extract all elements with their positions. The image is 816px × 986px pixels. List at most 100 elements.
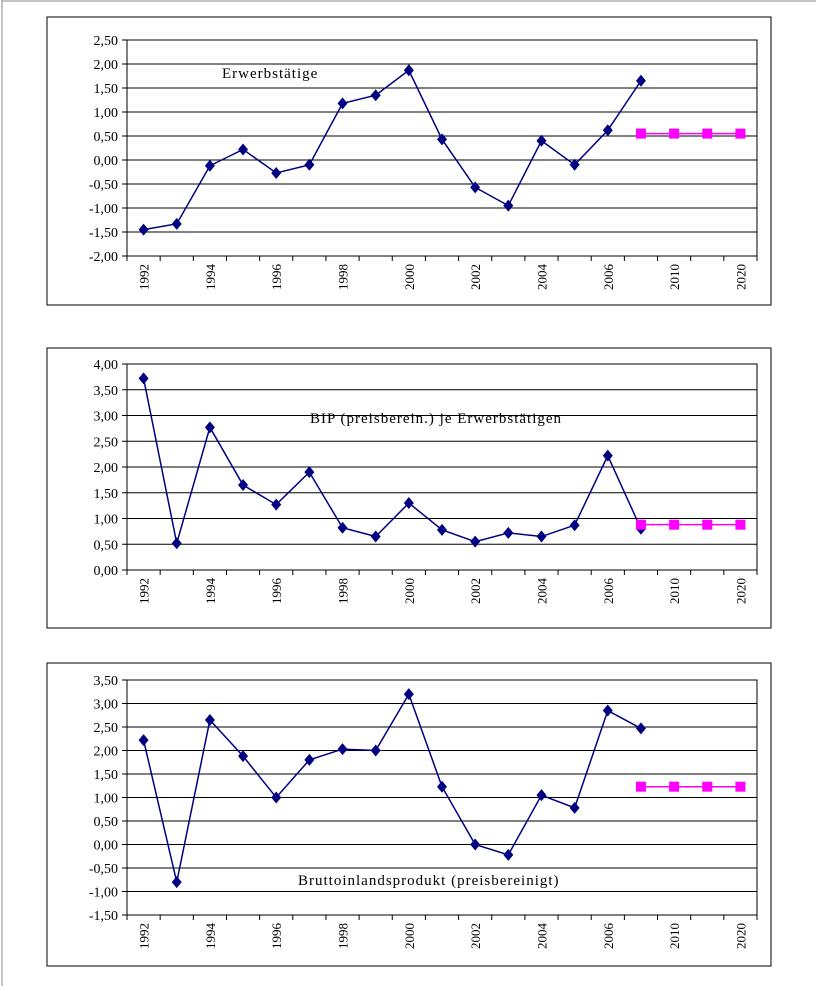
marker [635,781,646,792]
y-tick-label: 1,50 [94,487,119,502]
marker [735,781,746,792]
marker [204,713,215,726]
marker [536,789,547,802]
chart-frame [46,662,772,967]
x-tick-label: 2006 [601,264,616,291]
marker [171,217,182,230]
y-tick-label: 1,50 [94,82,119,97]
marker [569,519,580,532]
marker [304,466,315,479]
series-line [143,69,642,231]
y-tick-label: 0,00 [94,564,119,579]
x-tick-label: 2010 [667,578,682,604]
x-tick-label: 2020 [733,264,748,290]
marker [503,526,514,539]
x-tick-label: 1992 [137,264,152,290]
y-tick-label: 0,50 [94,815,119,830]
marker [138,734,149,747]
y-tick-label: 0,00 [94,154,119,169]
y-tick-label: 4,00 [94,358,119,373]
marker [669,128,680,139]
y-tick-label: 2,50 [94,721,119,736]
x-tick-label: 2006 [601,578,616,605]
plot-border [126,39,758,257]
y-tick-label: 0,50 [94,538,119,553]
x-tick-label: 2010 [667,264,682,290]
marker [669,781,680,792]
marker [370,530,381,543]
marker [735,128,746,139]
marker [503,199,514,212]
marker [304,753,315,766]
marker [536,134,547,147]
y-tick-label: 1,00 [94,106,119,121]
marker [735,519,746,530]
marker [702,128,713,139]
x-tick-label: 2020 [733,923,748,949]
marker [669,519,680,530]
x-tick-label: 1996 [269,264,284,291]
y-tick-label: -1,00 [89,202,118,217]
marker [536,530,547,543]
marker [238,143,249,156]
marker [635,74,646,87]
x-tick-label: 2002 [468,264,483,290]
x-tick-label: 2000 [402,923,417,949]
marker [437,523,447,536]
series-line [142,692,642,883]
marker [702,519,713,530]
annotation: Erwerbstätige [222,66,318,82]
x-tick-label: 2002 [468,923,483,949]
chart-frame [46,347,772,629]
marker [204,421,215,434]
marker [635,519,646,530]
marker [702,781,713,792]
x-tick-label: 1994 [203,264,218,291]
x-tick-label: 2004 [534,923,549,950]
marker [437,780,447,793]
marker [403,688,414,701]
marker [569,801,580,814]
marker [437,133,447,146]
x-tick-label: 1992 [137,923,152,949]
chart-frame [46,16,772,306]
marker [204,159,215,172]
y-tick-label: 2,50 [94,435,119,450]
marker [271,498,282,511]
y-tick-label: 1,00 [94,792,119,807]
marker [238,479,249,492]
x-tick-label: 2010 [667,923,682,949]
marker [470,181,481,194]
y-tick-label: 2,00 [94,745,119,760]
annotation: BIP (preisberein.) je Erwerbstätigen [310,411,562,427]
y-tick-label: 0,00 [94,839,119,854]
marker [304,158,315,171]
marker [138,372,149,385]
y-tick-label: 1,50 [94,768,119,783]
marker [403,64,414,77]
x-tick-label: 1998 [336,923,351,949]
marker [635,722,646,735]
chart: -1,50 -1,00 -0,50 0,00 0,50 1,00 1,50 2,00 2,50 3… [46,662,772,967]
y-tick-label: 3,00 [94,698,119,713]
series-line [142,378,642,544]
x-tick-label: 1994 [203,923,218,950]
marker [337,521,348,534]
x-tick-label: 2000 [402,578,417,604]
marker [370,89,381,102]
y-tick-label: -0,50 [89,862,118,877]
y-tick-label: -1,50 [89,909,118,924]
marker [171,876,182,889]
x-tick-label: 2000 [402,264,417,290]
marker [171,537,182,550]
y-tick-label: -2,00 [89,250,118,265]
y-tick-label: 2,00 [94,58,119,73]
x-tick-label: 2020 [733,578,748,604]
marker [470,535,481,548]
y-tick-label: 1,00 [94,513,119,528]
x-tick-label: 2004 [534,264,549,291]
x-tick-label: 2004 [534,578,549,605]
marker [238,750,249,763]
marker [370,744,381,757]
